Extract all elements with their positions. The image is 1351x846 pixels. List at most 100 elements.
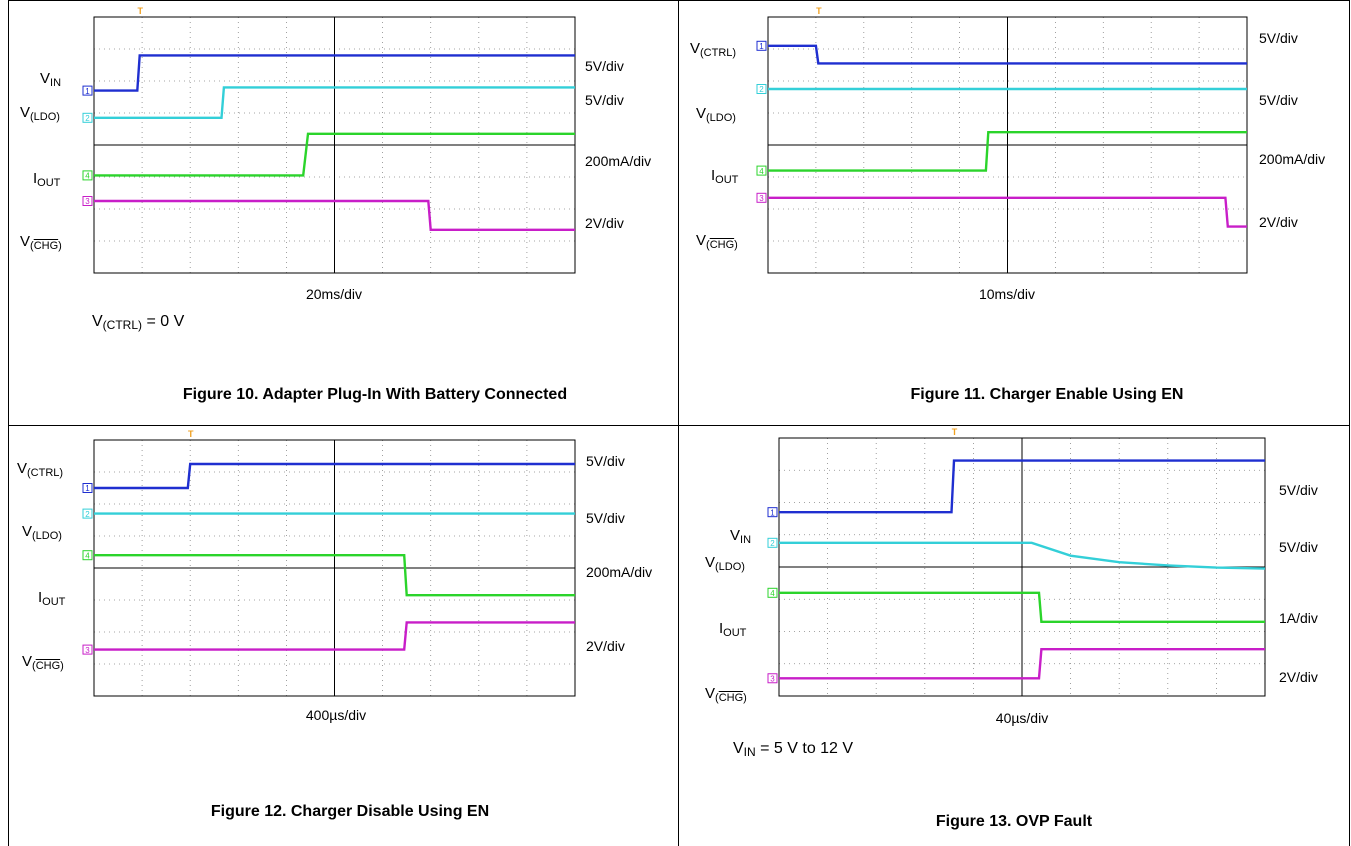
frame-divider: [8, 425, 1350, 426]
label-ch1-fig13: VIN: [730, 527, 752, 546]
frame-middle: [678, 0, 679, 846]
scale-ch3-fig11: 2V/div: [1259, 214, 1298, 230]
channel-marker-label-4: 4: [85, 551, 90, 560]
label-ch2-fig12: V(LDO): [22, 523, 62, 542]
caption-fig12: Figure 12. Charger Disable Using EN: [210, 803, 490, 820]
channel-marker-label-2: 2: [770, 539, 775, 548]
trace-vchg: [94, 199, 575, 231]
time-div-fig12: 400µs/div: [305, 707, 367, 723]
channel-marker-2: [82, 112, 93, 123]
trace-iout: [94, 132, 575, 177]
channel-marker-label-4: 4: [759, 167, 764, 176]
channel-marker-4: [82, 550, 93, 561]
trace-vldo: [779, 541, 1266, 570]
channel-marker-4: [767, 587, 778, 598]
channel-marker-3: [756, 192, 767, 203]
frame-top: [8, 0, 1350, 1]
scope-plot-fig11: T 1 2 4 3: [756, 6, 1248, 274]
caption-fig10: Figure 10. Adapter Plug-In With Battery …: [182, 386, 568, 403]
scale-ch1-fig10: 5V/div: [585, 58, 624, 74]
channel-marker-2: [756, 84, 767, 94]
channel-marker-label-3: 3: [759, 194, 764, 203]
scale-ch4-fig11: 200mA/div: [1259, 151, 1326, 167]
scale-ch4-fig10: 200mA/div: [585, 153, 652, 169]
channel-marker-1: [767, 507, 778, 518]
trigger-marker: T: [188, 429, 194, 439]
label-ch2-fig11: V(LDO): [696, 105, 736, 124]
plot-frame: [767, 16, 1248, 274]
channel-marker-4: [756, 165, 767, 176]
channel-marker-label-4: 4: [770, 589, 775, 598]
trace-vctrl: [94, 462, 575, 490]
label-ch3-fig13: V(CHG): [705, 685, 747, 704]
channel-marker-label-3: 3: [85, 197, 90, 206]
channel-marker-label-1: 1: [770, 508, 775, 517]
label-ch3-fig11: V(CHG): [696, 232, 738, 251]
channel-marker-3: [82, 644, 93, 655]
scale-ch2-fig11: 5V/div: [1259, 92, 1298, 108]
channel-marker-1: [82, 483, 93, 493]
label-ch1-fig10: VIN: [40, 70, 62, 89]
trace-vchg: [94, 621, 575, 651]
label-ch3-fig12: V(CHG): [22, 653, 64, 672]
label-ch4-fig12: IOUT: [38, 589, 66, 608]
label-ch2-fig10: V(LDO): [20, 104, 60, 123]
scope-plot-fig10: T 1 2 4 3: [82, 6, 576, 274]
channel-marker-label-3: 3: [85, 646, 90, 655]
scale-ch4-fig13: 1A/div: [1279, 610, 1318, 626]
scale-ch1-fig13: 5V/div: [1279, 482, 1318, 498]
trace-vin: [94, 54, 575, 92]
caption-fig13: Figure 13. OVP Fault: [935, 813, 1093, 830]
label-ch3-fig10: V(CHG): [20, 233, 62, 252]
channel-marker-3: [767, 673, 778, 684]
trigger-marker: T: [952, 427, 958, 437]
channel-marker-label-4: 4: [85, 172, 90, 181]
channel-marker-1: [756, 40, 767, 51]
channel-marker-label-2: 2: [85, 114, 90, 123]
label-ch2-fig13: V(LDO): [705, 554, 745, 573]
trace-vchg: [768, 196, 1247, 228]
channel-marker-4: [82, 170, 93, 181]
scale-ch4-fig12: 200mA/div: [586, 564, 653, 580]
plot-frame: [93, 439, 576, 697]
channel-marker-2: [767, 537, 778, 548]
time-div-fig10: 20ms/div: [305, 286, 363, 302]
scale-ch2-fig10: 5V/div: [585, 92, 624, 108]
label-ch4-fig13: IOUT: [719, 620, 747, 639]
channel-marker-label-2: 2: [759, 85, 764, 94]
time-div-fig13: 40µs/div: [995, 710, 1049, 726]
scale-ch3-fig13: 2V/div: [1279, 669, 1318, 685]
label-ch4-fig10: IOUT: [33, 170, 61, 189]
label-ch4-fig11: IOUT: [711, 167, 739, 186]
scope-plot-fig13: T 1 2 4 3: [767, 427, 1266, 697]
trace-vin: [779, 459, 1265, 514]
condition-note-fig13: VIN = 5 V to 12 V: [733, 740, 854, 759]
scale-ch3-fig12: 2V/div: [586, 638, 625, 654]
channel-marker-label-1: 1: [759, 42, 764, 51]
scale-ch2-fig13: 5V/div: [1279, 539, 1318, 555]
frame-left: [8, 0, 9, 846]
scale-ch1-fig12: 5V/div: [586, 453, 625, 469]
frame-right: [1349, 0, 1350, 846]
trace-iout: [779, 591, 1265, 623]
caption-fig11: Figure 11. Charger Enable Using EN: [910, 386, 1184, 403]
channel-marker-label-3: 3: [770, 674, 775, 683]
condition-note-fig10: V(CTRL) = 0 V: [92, 313, 185, 332]
channel-marker-label-1: 1: [85, 87, 90, 96]
trace-iout: [768, 131, 1247, 172]
label-ch1-fig12: V(CTRL): [17, 460, 64, 479]
channel-marker-2: [82, 508, 93, 519]
plot-frame: [93, 16, 576, 274]
scope-plot-fig12: T 1 2 4 3: [82, 429, 576, 697]
trace-vctrl: [768, 44, 1247, 65]
plot-frame: [778, 437, 1266, 697]
channel-marker-3: [82, 196, 93, 206]
trigger-marker: T: [138, 6, 144, 16]
time-div-fig11: 10ms/div: [978, 286, 1036, 302]
trigger-marker: T: [816, 6, 822, 16]
scale-ch3-fig10: 2V/div: [585, 215, 624, 231]
label-ch1-fig11: V(CTRL): [690, 40, 737, 59]
channel-marker-1: [82, 85, 93, 96]
scale-ch2-fig12: 5V/div: [586, 510, 625, 526]
channel-marker-label-1: 1: [85, 484, 90, 493]
